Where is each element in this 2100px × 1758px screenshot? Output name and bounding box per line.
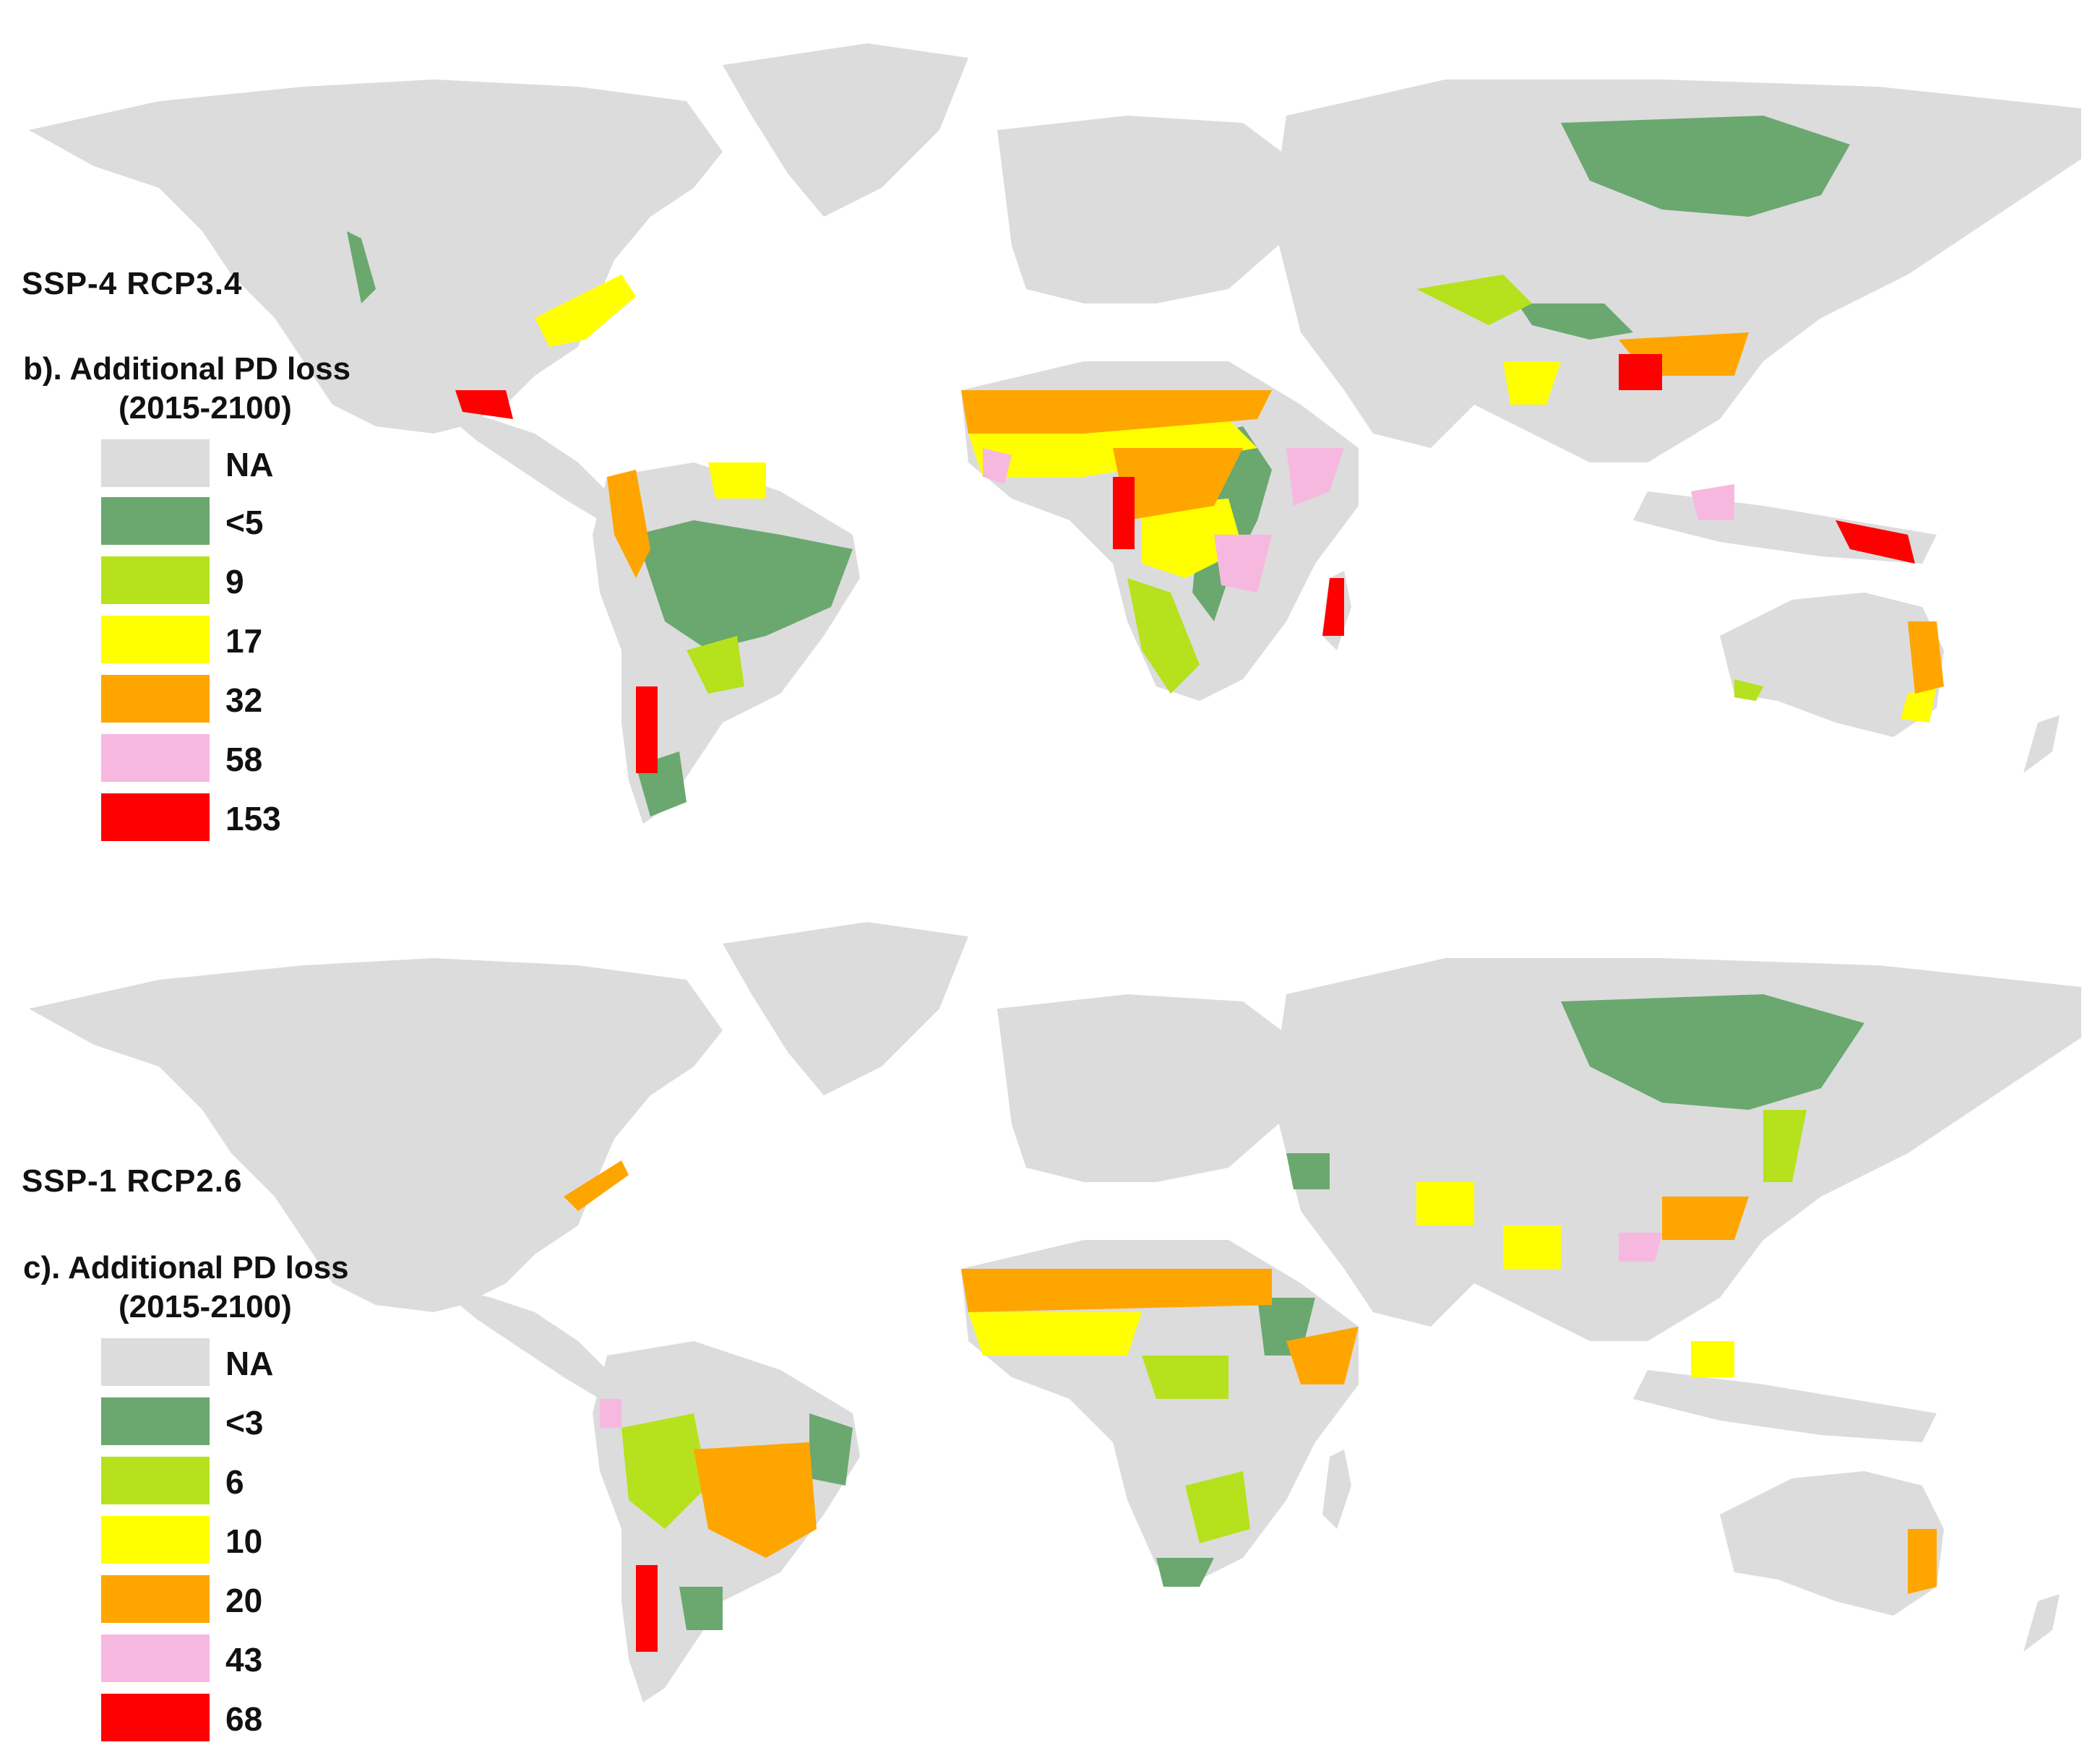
legend-swatch: [101, 1338, 210, 1386]
legend-label: 58: [225, 741, 263, 778]
legend-swatch: [101, 1694, 210, 1741]
legend-title-line1: b). Additional PD loss: [23, 351, 351, 387]
legend-swatch: [101, 675, 210, 723]
legend-label: <3: [225, 1404, 264, 1442]
legend-swatch: [101, 439, 210, 487]
legend-label: 17: [225, 622, 263, 660]
legend-label: 153: [225, 800, 281, 837]
legend-label: NA: [225, 1345, 274, 1382]
legend-item: 153: [101, 793, 390, 843]
legend-title-line2: (2015-2100): [119, 1289, 292, 1324]
legend-label: 68: [225, 1700, 263, 1738]
legend-label: NA: [225, 446, 274, 483]
legend-title: c). Additional PD loss (2015-2100): [23, 1249, 349, 1327]
legend-item: NA: [101, 439, 390, 488]
map-panel-ssp4: SSP-4 RCP3.4 b). Additional PD loss (201…: [22, 43, 2081, 843]
legend-swatch: [101, 1397, 210, 1445]
map-panel-ssp1: SSP-1 RCP2.6 c). Additional PD loss (201…: [0, 879, 2100, 1758]
legend-item: <3: [101, 1397, 390, 1447]
world-map-ssp4: [29, 43, 2081, 824]
legend-label: 9: [225, 563, 244, 600]
legend-item: 43: [101, 1634, 390, 1684]
legend-label: 6: [225, 1463, 244, 1501]
legend-swatch: [101, 1575, 210, 1623]
legend-title-line2: (2015-2100): [119, 390, 292, 426]
legend-swatch: [101, 1634, 210, 1682]
legend-item: 9: [101, 556, 390, 606]
legend-item: 20: [101, 1575, 390, 1624]
scenario-label: SSP-1 RCP2.6: [22, 1163, 243, 1199]
legend-item: 58: [101, 734, 390, 783]
legend-swatch: [101, 1457, 210, 1504]
legend-label: <5: [225, 504, 264, 541]
legend-item: <5: [101, 497, 390, 546]
legend-swatch: [101, 734, 210, 782]
legend-title: b). Additional PD loss (2015-2100): [23, 350, 350, 428]
legend-swatch: [101, 556, 210, 604]
land-base: [29, 922, 2081, 1702]
legend-label: 10: [225, 1522, 263, 1560]
legend-swatch: [101, 793, 210, 841]
impact-regions-ssp1: [564, 994, 1937, 1652]
legend-item: 68: [101, 1694, 390, 1743]
legend-swatch: [101, 1516, 210, 1564]
legend-item: 32: [101, 675, 390, 724]
legend-label: 32: [225, 681, 263, 719]
legend-label: 43: [225, 1641, 263, 1679]
legend-item: 17: [101, 616, 390, 665]
legend-swatch: [101, 616, 210, 663]
legend-label: 20: [225, 1582, 263, 1619]
legend-item: 10: [101, 1516, 390, 1565]
legend-title-line1: c). Additional PD loss: [23, 1250, 349, 1285]
impact-regions-ssp4: [347, 116, 1944, 816]
scenario-label: SSP-4 RCP3.4: [22, 266, 243, 301]
legend-swatch: [101, 497, 210, 545]
legend-item: NA: [101, 1338, 390, 1387]
legend-item: 6: [101, 1457, 390, 1506]
world-map-ssp1: [29, 922, 2081, 1702]
